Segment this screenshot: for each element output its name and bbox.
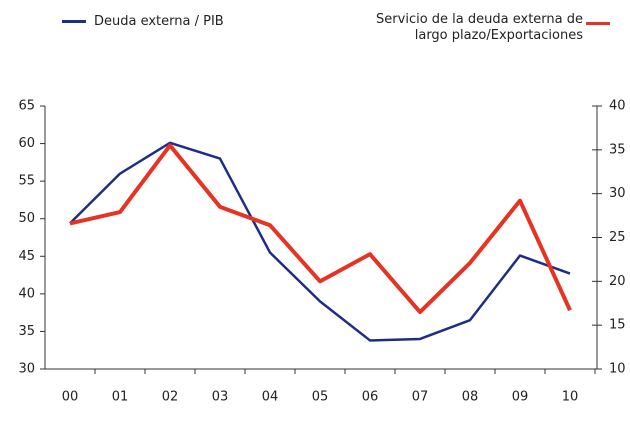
x-tick-label: 07 (412, 390, 429, 405)
x-tick-label: 03 (212, 390, 229, 405)
y-tick-label: 35 (18, 324, 35, 339)
x-tick-label: 02 (162, 390, 179, 405)
y2-tick-label: 25 (609, 230, 626, 245)
series-line (69, 141, 571, 342)
y-tick-label: 65 (18, 99, 35, 114)
x-tick-label: 04 (262, 390, 279, 405)
y2-tick-label: 10 (609, 362, 626, 377)
y-tick-label: 40 (18, 286, 35, 301)
y-tick-label: 60 (18, 136, 35, 151)
series-line (69, 143, 572, 315)
y-tick-label: 30 (18, 362, 35, 377)
x-tick-label: 08 (462, 390, 479, 405)
x-tick-label: 01 (112, 390, 129, 405)
legend-label: Deuda externa / PIB (94, 14, 224, 29)
x-tick-label: 10 (562, 390, 579, 405)
y-tick-label: 50 (18, 211, 35, 226)
x-tick-label: 06 (362, 390, 379, 405)
y-tick-label: 45 (18, 249, 35, 264)
y-tick-label: 55 (18, 174, 35, 189)
x-tick-label: 09 (512, 390, 529, 405)
x-tick-label: 05 (312, 390, 329, 405)
y2-tick-label: 15 (609, 318, 626, 333)
legend-label: Servicio de la deuda externa de largo pl… (376, 12, 583, 43)
y2-tick-label: 35 (609, 142, 626, 157)
y2-tick-label: 30 (609, 186, 626, 201)
legend-swatch (586, 22, 610, 25)
legend-entry: Deuda externa / PIB (62, 14, 224, 30)
x-tick-label: 00 (62, 390, 79, 405)
legend-swatch (62, 20, 86, 23)
y2-tick-label: 40 (609, 99, 626, 114)
y2-tick-label: 20 (609, 274, 626, 289)
